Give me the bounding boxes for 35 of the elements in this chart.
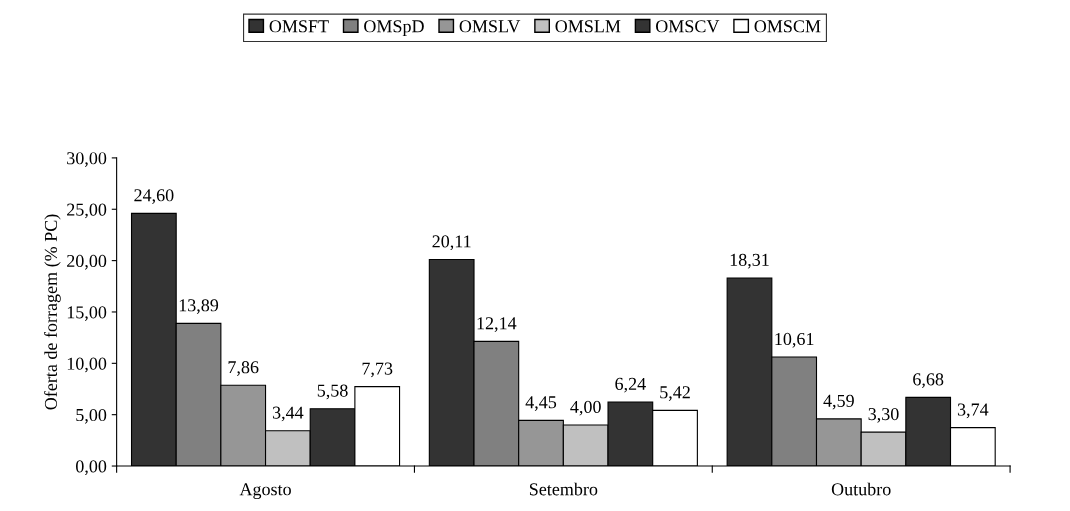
- y-tick-label: 15,00: [67, 306, 107, 322]
- legend-label: OMSLV: [459, 20, 521, 33]
- legend-label: OMSCM: [754, 20, 821, 33]
- legend-label: OMSFT: [269, 20, 329, 33]
- data-label: 4,45: [525, 396, 557, 411]
- y-tick-label: 25,00: [67, 203, 107, 219]
- data-label: 6,24: [615, 377, 646, 393]
- y-axis-title: Oferta de forragem (% PC): [44, 214, 61, 410]
- data-label: 4,59: [823, 394, 854, 410]
- y-tick-label: 0,00: [76, 460, 107, 476]
- legend-label: OMSLM: [555, 20, 621, 33]
- data-label: 13,89: [179, 299, 219, 314]
- data-label: 3,44: [272, 406, 304, 422]
- x-tick-label: Outubro: [831, 482, 891, 496]
- y-tick-label: 5,00: [76, 408, 107, 424]
- data-label: 5,42: [660, 386, 690, 401]
- x-tick-label: Setembro: [529, 482, 598, 496]
- data-label: 24,60: [134, 189, 174, 204]
- data-label: 5,58: [317, 384, 348, 400]
- data-label: 3,74: [957, 403, 989, 419]
- data-label: 7,86: [228, 361, 259, 376]
- data-label: 4,00: [570, 400, 601, 416]
- y-tick-label: 20,00: [67, 254, 107, 270]
- data-label: 3,30: [868, 407, 899, 423]
- legend-label: OMSCV: [655, 20, 720, 33]
- data-label: 6,68: [913, 373, 944, 389]
- data-label: 18,31: [730, 253, 769, 269]
- data-label: 20,11: [432, 235, 471, 251]
- data-label: 12,14: [477, 317, 517, 332]
- x-tick-label: Agosto: [239, 483, 291, 500]
- y-tick-label: 10,00: [67, 357, 107, 373]
- data-label: 10,61: [775, 332, 814, 348]
- legend-label: OMSpD: [364, 20, 424, 37]
- data-label: 7,73: [362, 362, 393, 378]
- y-tick-label: 30,00: [67, 152, 107, 167]
